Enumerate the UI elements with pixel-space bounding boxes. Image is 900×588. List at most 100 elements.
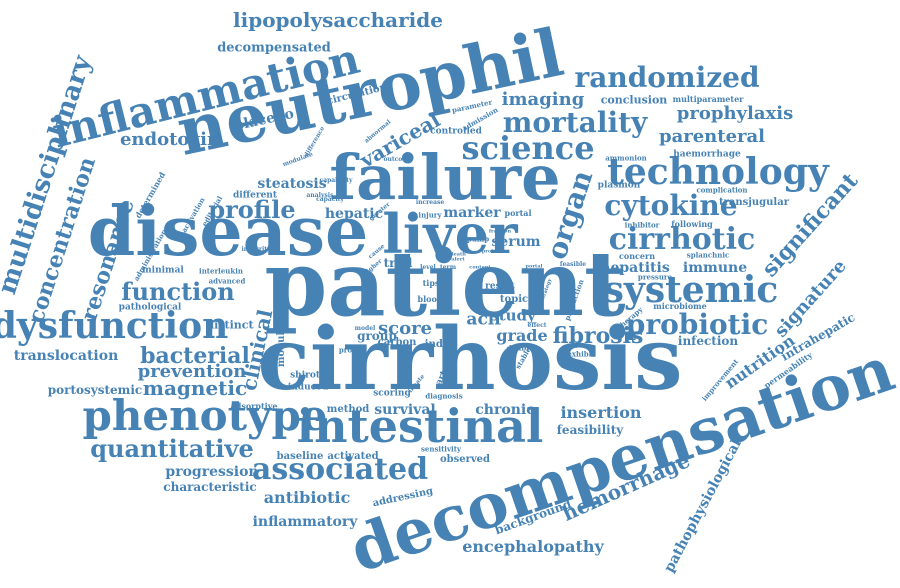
word-alert: alert (451, 256, 465, 263)
word-immune: immune (682, 260, 748, 276)
word-study: study (490, 306, 536, 325)
word-group: group (357, 329, 397, 343)
word-steatosis: steatosis (257, 176, 327, 192)
word-splanchnic: splanchnic (686, 250, 730, 260)
word-inhibitor: inhibitor (624, 220, 660, 230)
word-hospital: hospital (561, 363, 589, 370)
word-aclf: aclf (466, 309, 502, 330)
word-shirota: shirota (290, 370, 326, 381)
word-bacterial: bacterial (140, 343, 250, 369)
word-probiotic: probiotic (625, 308, 769, 341)
word-following: following (671, 219, 713, 229)
word-trial: trial (383, 256, 413, 270)
word-result: result (485, 281, 515, 292)
word-proton: proton (338, 345, 366, 355)
word-infection: infection (677, 334, 739, 348)
word-randomized: randomized (574, 61, 760, 94)
word-parenteral: parenteral (658, 126, 766, 147)
word-microbiome: microbiome (653, 301, 707, 311)
word-characteristic: characteristic (163, 480, 257, 494)
word-conclusion: conclusion (600, 93, 668, 107)
word-cirrhosis: cirrhosis (257, 309, 683, 410)
word-complication: complication (696, 185, 748, 195)
word-double: double (506, 343, 534, 353)
word-survival: survival (374, 402, 436, 418)
word-antibiotic: antibiotic (263, 488, 351, 507)
word-failure: failure (329, 141, 561, 214)
word-portal: portal (504, 208, 532, 218)
word-capability: capability (319, 177, 353, 184)
word-term: term (439, 264, 457, 271)
word-tips: tips (422, 278, 440, 288)
word-encephalopathy: encephalopathy (462, 537, 604, 556)
word-hepatic: hepatic (324, 206, 384, 222)
word-dysfunction: dysfunction (0, 305, 229, 347)
word-portal-2: portal (525, 263, 543, 270)
word-outcome: outcome (383, 156, 413, 163)
word-distinct: distinct (206, 318, 254, 332)
word-pressure: pressure (637, 272, 673, 282)
word-fraction: fraction (488, 228, 512, 235)
word-death: death (450, 251, 466, 258)
word-modulation: modulation (276, 302, 287, 368)
word-scoring: scoring (373, 388, 411, 399)
word-patient: patient (264, 231, 626, 337)
word-modulate: modulate (281, 150, 314, 169)
word-observed: observed (439, 454, 491, 465)
word-grade: grade (496, 326, 548, 345)
word-protein: protein (481, 248, 503, 255)
word-associated: associated (251, 452, 429, 487)
word-feasibility: feasibility (556, 423, 624, 437)
word-exhibit: exhibit (567, 349, 595, 359)
word-blood: blood (417, 294, 443, 304)
word-score: score (377, 318, 433, 339)
word-plasmon: plasmon (597, 180, 641, 191)
word-content: content (469, 264, 491, 271)
word-capacity: capacity (316, 196, 344, 203)
word-interleukin: interleukin (199, 266, 243, 276)
word-advanced: advanced (208, 276, 246, 286)
word-pathological: pathological (118, 302, 182, 313)
word-effect: effect (527, 322, 547, 329)
word-pump: pump (466, 234, 490, 244)
word-diagnosis: diagnosis (425, 391, 463, 401)
word-cirrhotic: cirrhotic (608, 222, 756, 257)
word-progression: progression (165, 464, 259, 480)
word-inflammatory: inflammatory (252, 514, 358, 530)
word-model: model (354, 325, 376, 332)
word-method: method (326, 404, 370, 415)
word-function: function (121, 277, 235, 306)
word-profile: profile (208, 195, 296, 224)
word-hepatitis: hepatitis (600, 260, 670, 276)
word-prevention: prevention (137, 361, 247, 382)
word-lipopolysaccharide: lipopolysaccharide (233, 8, 443, 32)
word-decompensated: decompensated (217, 40, 331, 56)
word-fibrosis: fibrosis (552, 323, 644, 349)
word-insertion: insertion (560, 403, 642, 422)
word-imaging: imaging (501, 89, 585, 110)
word-baseline: baseline (276, 451, 324, 462)
word-cytokine: cytokine (604, 189, 738, 222)
word-index: index (424, 339, 456, 350)
word-sensitivity: sensitivity (420, 444, 462, 454)
word-science: science (461, 129, 595, 167)
word-ammonion: ammonion (605, 153, 647, 163)
word-feasible: feasible (559, 261, 587, 268)
word-controlled: controlled (430, 126, 482, 137)
word-phenotype: phenotype (82, 391, 328, 440)
word-concern: concern (618, 251, 656, 261)
word-chronic: chronic (475, 402, 535, 418)
word-integrity: integrity (241, 246, 271, 253)
word-topic: topic (499, 294, 529, 305)
word-carbon: carbon (377, 337, 417, 348)
word-systemic: systemic (603, 269, 779, 311)
word-different: different (233, 190, 277, 201)
word-liver: liver (382, 202, 518, 266)
word-injury: injury (418, 210, 442, 220)
word-transjugular: transjugular (719, 197, 789, 208)
word-marker: marker (443, 205, 501, 221)
word-magnetic: magnetic (142, 376, 248, 400)
word-activated: activated (327, 451, 379, 462)
word-intestinal: intestinal (296, 399, 544, 453)
